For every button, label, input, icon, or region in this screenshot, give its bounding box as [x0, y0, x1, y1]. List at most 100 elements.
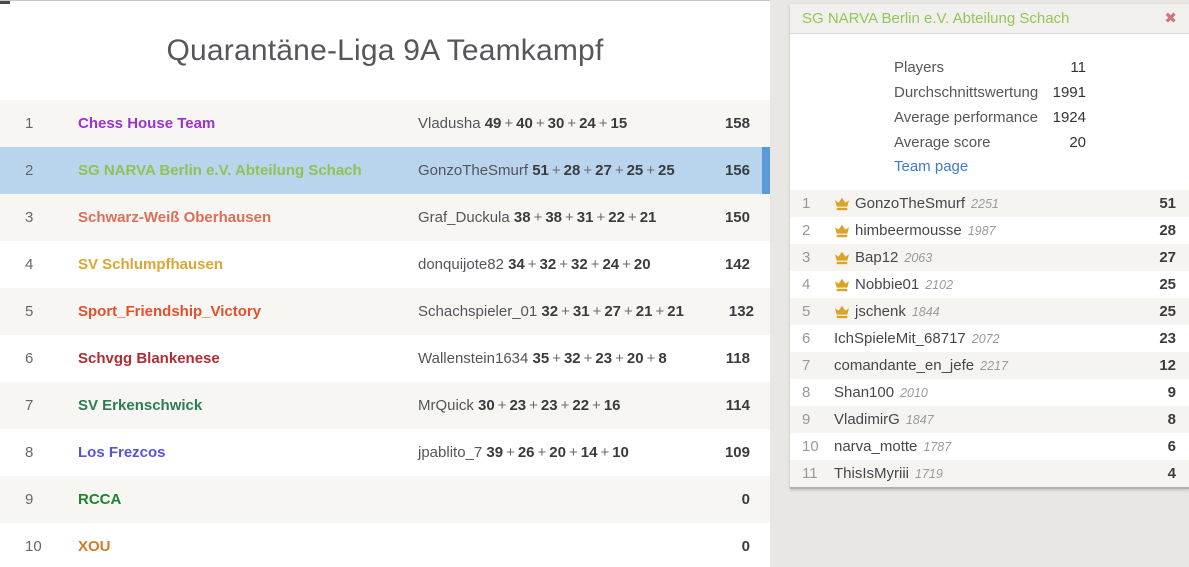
player-points: 51 — [532, 162, 549, 179]
player-points: 15 — [610, 115, 628, 132]
player-name[interactable]: Bap12 — [855, 249, 899, 266]
plus-sign: + — [533, 209, 543, 226]
player-name[interactable]: narva_motte — [834, 438, 918, 455]
stat-label: Players — [894, 59, 945, 76]
player-row[interactable]: 3 Bap12 2063 27 — [790, 244, 1189, 271]
player-score: 23 — [1159, 330, 1176, 347]
player-row[interactable]: 1 GonzoTheSmurf 2251 51 — [790, 190, 1189, 217]
player-name[interactable]: ThisIsMyriii — [834, 465, 909, 482]
player-points: 49 — [484, 115, 502, 132]
team-rank: 2 — [25, 162, 34, 179]
player-row[interactable]: 8 Shan100 2010 9 — [790, 379, 1189, 406]
crown-icon — [835, 197, 849, 210]
team-rank: 3 — [25, 209, 34, 226]
player-points: 31 — [576, 209, 594, 226]
stat-label: Durchschnittswertung — [894, 84, 1039, 101]
player-row[interactable]: 10 narva_motte 1787 6 — [790, 433, 1189, 460]
player-row[interactable]: 11 ThisIsMyriii 1719 4 — [790, 460, 1189, 487]
team-score-line: Graf_Duckula 38 +38 +31 +22 +21 — [418, 209, 680, 226]
player-score: 51 — [1159, 195, 1176, 212]
plus-sign: + — [655, 303, 665, 320]
player-points: 25 — [626, 162, 644, 179]
player-name[interactable]: himbeermousse — [855, 222, 962, 239]
plus-sign: + — [646, 162, 656, 179]
player-rank: 5 — [802, 303, 811, 320]
team-name-link[interactable]: Schwarz-Weiß Oberhausen — [78, 209, 272, 226]
team-name-link[interactable]: Los Frezcos — [78, 444, 166, 461]
team-name-link[interactable]: SV Erkenschwick — [78, 397, 203, 414]
team-standing-row[interactable]: 9 RCCA 0 — [0, 476, 770, 523]
player-rating: 2010 — [900, 385, 928, 400]
team-detail-card: SG NARVA Berlin e.V. Abteilung Schach ✖ … — [790, 4, 1189, 489]
player-row[interactable]: 9 VladimirG 1847 8 — [790, 406, 1189, 433]
player-points: 30 — [478, 397, 495, 414]
plus-sign: + — [568, 444, 578, 461]
team-name-link[interactable]: SV Schlumpfhausen — [78, 256, 224, 273]
team-name-link[interactable]: RCCA — [78, 491, 122, 508]
player-main: IchSpieleMit_68717 2072 — [834, 330, 1149, 347]
player-row[interactable]: 2 himbeermousse 1987 28 — [790, 217, 1189, 244]
player-points: 30 — [547, 115, 565, 132]
player-name[interactable]: VladimirG — [834, 411, 900, 428]
plus-sign: + — [615, 350, 624, 367]
plus-sign: + — [560, 397, 570, 414]
team-standing-row[interactable]: 7 SV Erkenschwick MrQuick 30 +23 +23 +22 +16… — [0, 382, 770, 429]
team-page-link[interactable]: Team page — [894, 158, 969, 175]
player-main: GonzoTheSmurf 2251 — [834, 195, 1149, 212]
player-name[interactable]: Nobbie01 — [855, 276, 920, 293]
close-icon[interactable]: ✖ — [1164, 10, 1177, 27]
player-rank: 11 — [802, 465, 818, 482]
team-standing-row[interactable]: 10 XOU 0 — [0, 523, 770, 567]
player-points: 23 — [540, 397, 558, 414]
plus-sign: + — [600, 444, 610, 461]
player-points: 10 — [612, 444, 629, 461]
player-points: 26 — [517, 444, 535, 461]
standings-table: 1 Chess House Team Vladusha 49 +40 +30 +24 +… — [0, 100, 770, 567]
team-name-link[interactable]: Schvgg Blankenese — [78, 350, 220, 367]
team-name-link[interactable]: Sport_Friendship_Victory — [78, 303, 262, 320]
player-rank: 10 — [802, 438, 819, 455]
team-name-link[interactable]: SG NARVA Berlin e.V. Abteilung Schach — [78, 162, 362, 179]
best-player-name: Graf_Duckula — [418, 209, 514, 226]
plus-sign: + — [506, 444, 515, 461]
team-total-score: 142 — [724, 256, 750, 273]
player-name[interactable]: IchSpieleMit_68717 — [834, 330, 966, 347]
team-standing-row[interactable]: 1 Chess House Team Vladusha 49 +40 +30 +24 +… — [0, 100, 770, 147]
player-name[interactable]: jschenk — [855, 303, 906, 320]
player-points: 35 — [532, 350, 550, 367]
player-row[interactable]: 6 IchSpieleMit_68717 2072 23 — [790, 325, 1189, 352]
player-row[interactable]: 5 jschenk 1844 25 — [790, 298, 1189, 325]
team-standing-row[interactable]: 4 SV Schlumpfhausen donquijote82 34 +32 +3… — [0, 241, 770, 288]
player-rank: 7 — [802, 357, 811, 374]
team-score-line: Vladusha 49 +40 +30 +24 +15 — [418, 115, 680, 132]
plus-sign: + — [583, 162, 593, 179]
player-name[interactable]: Shan100 — [834, 384, 895, 401]
player-name[interactable]: comandante_en_jefe — [834, 357, 975, 374]
player-rank: 9 — [802, 411, 811, 428]
page-title: Quarantäne-Liga 9A Teamkampf — [166, 33, 604, 67]
best-player-name: MrQuick — [418, 397, 478, 414]
plus-sign: + — [535, 115, 545, 132]
team-standing-row[interactable]: 5 Sport_Friendship_Victory Schachspieler… — [0, 288, 770, 335]
player-points: 31 — [572, 303, 590, 320]
player-row[interactable]: 7 comandante_en_jefe 2217 12 — [790, 352, 1189, 379]
team-player-list: 1 GonzoTheSmurf 2251 51 2 himbeermousse … — [790, 190, 1189, 487]
player-rating: 2102 — [925, 277, 954, 292]
plus-sign: + — [590, 256, 600, 273]
player-name[interactable]: GonzoTheSmurf — [855, 195, 966, 212]
player-points: 38 — [545, 209, 563, 226]
plus-sign: + — [551, 162, 561, 179]
player-points: 20 — [549, 444, 566, 461]
team-stat-row: Average score 20 — [894, 130, 1086, 155]
team-standing-row[interactable]: 8 Los Frezcos jpablito_7 39 +26 +20 +14 +10 … — [0, 429, 770, 476]
team-total-score: 109 — [724, 444, 750, 461]
team-name-link[interactable]: Chess House Team — [78, 115, 216, 132]
team-standing-row[interactable]: 3 Schwarz-Weiß Oberhausen Graf_Duckula 3… — [0, 194, 770, 241]
team-standing-row[interactable]: 2 SG NARVA Berlin e.V. Abteilung Schach … — [0, 147, 770, 194]
player-score: 25 — [1159, 276, 1176, 293]
player-row[interactable]: 4 Nobbie01 2102 25 — [790, 271, 1189, 298]
team-name-link[interactable]: XOU — [78, 538, 111, 555]
player-score: 4 — [1167, 465, 1176, 482]
player-points: 16 — [603, 397, 621, 414]
team-standing-row[interactable]: 6 Schvgg Blankenese Wallenstein1634 35 +3… — [0, 335, 770, 382]
